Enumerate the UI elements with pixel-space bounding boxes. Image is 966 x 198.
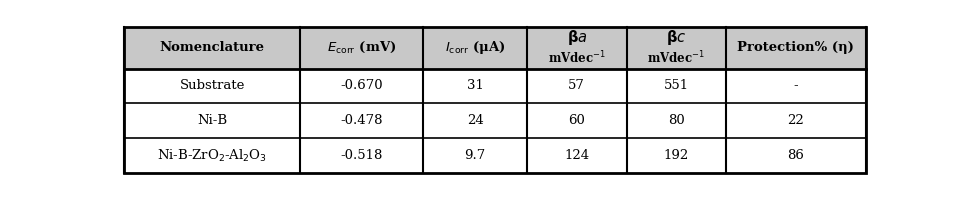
Text: mVdec$^{-1}$: mVdec$^{-1}$	[647, 49, 705, 66]
Text: 60: 60	[568, 114, 585, 127]
Text: 192: 192	[664, 149, 689, 162]
Text: $\mathbf{\beta}$$\mathbf{\mathit{c}}$: $\mathbf{\beta}$$\mathbf{\mathit{c}}$	[667, 28, 687, 47]
Text: -0.670: -0.670	[340, 79, 383, 92]
Text: $\mathit{I}_\mathrm{corr}$ (μA): $\mathit{I}_\mathrm{corr}$ (μA)	[445, 39, 505, 56]
Text: 31: 31	[467, 79, 484, 92]
Bar	[125, 103, 866, 138]
Bar	[125, 69, 866, 103]
Text: Substrate: Substrate	[180, 79, 244, 92]
Text: 9.7: 9.7	[465, 149, 486, 162]
Text: 24: 24	[467, 114, 484, 127]
Text: $\mathit{E}_\mathrm{corr}$ (mV): $\mathit{E}_\mathrm{corr}$ (mV)	[327, 40, 396, 55]
Text: Ni-B-ZrO$_2$-Al$_2$O$_3$: Ni-B-ZrO$_2$-Al$_2$O$_3$	[157, 148, 268, 164]
Text: 22: 22	[787, 114, 805, 127]
Text: Nomenclature: Nomenclature	[159, 41, 265, 54]
Bar	[125, 138, 866, 173]
Text: 86: 86	[787, 149, 805, 162]
Text: 80: 80	[668, 114, 685, 127]
Text: -: -	[794, 79, 798, 92]
Text: Ni-B: Ni-B	[197, 114, 227, 127]
Text: 57: 57	[568, 79, 585, 92]
Text: $\mathbf{\beta}$$\mathbf{\mathit{a}}$: $\mathbf{\beta}$$\mathbf{\mathit{a}}$	[566, 28, 587, 47]
Text: 551: 551	[664, 79, 689, 92]
Text: -0.518: -0.518	[340, 149, 383, 162]
Bar	[125, 27, 866, 69]
Text: -0.478: -0.478	[340, 114, 383, 127]
Text: Protection% (η): Protection% (η)	[737, 41, 854, 54]
Text: mVdec$^{-1}$: mVdec$^{-1}$	[548, 49, 606, 66]
Text: 124: 124	[564, 149, 589, 162]
